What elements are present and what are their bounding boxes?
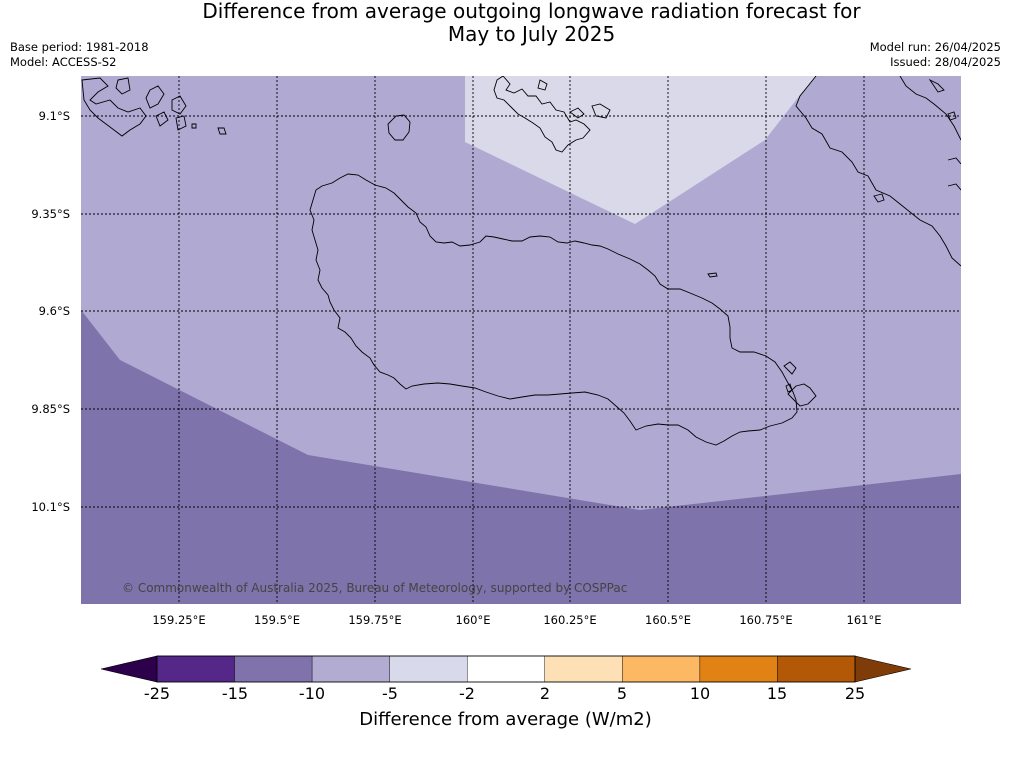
colorbar-over-arrow [854,655,912,683]
malaita-island [795,76,961,267]
colorbar-tick: -10 [298,684,326,703]
colorbar-segment [622,655,701,683]
colorbar-tick: 5 [616,684,628,703]
meta-right: Model run: 26/04/2025 Issued: 28/04/2025 [870,40,1001,69]
lon-label-159-25: 159.25°E [152,613,206,627]
colorbar-segment [777,655,856,683]
chart-title: Difference from average outgoing longwav… [0,0,1011,46]
lon-label-160: 160°E [455,613,491,627]
lon-label-160-75: 160.75°E [739,613,793,627]
lon-label-159-75: 159.75°E [348,613,402,627]
colorbar-segment [467,655,545,683]
model-run: Model run: 26/04/2025 [869,40,1001,54]
colorbar-tick: -15 [221,684,249,703]
region-minus10-to-minus5 [81,76,961,510]
colorbar-tick: 25 [844,684,866,703]
model-name: Model: ACCESS-S2 [10,54,117,69]
colorbar-segment [544,655,623,683]
colorbar-segment [311,655,390,683]
colorbar-under-arrow [100,655,158,683]
colorbar-segment [699,655,778,683]
guadalcanal-island [309,173,798,446]
map-fill [81,76,961,604]
colorbar-tick: -5 [382,684,398,703]
lon-label-159-5: 159.5°E [254,613,300,627]
colorbar-tick: 15 [766,684,788,703]
title-line-1: Difference from average outgoing longwav… [202,0,861,23]
lat-label-9-6: 9.6°S [38,304,70,318]
colorbar-outline [156,655,856,683]
colorbar-segment [389,655,468,683]
colorbar-tick: 2 [539,684,551,703]
coastlines [81,76,961,446]
title-line-2: May to July 2025 [447,22,616,46]
region-minus5-to-minus2 [465,76,816,224]
colorbar-label: Difference from average (W/m2) [359,709,652,730]
colorbar-segment [234,655,313,683]
savo-island [387,114,411,141]
colorbar-segments [156,655,856,683]
graticule [81,76,961,604]
issued-date: Issued: 28/04/2025 [890,54,1001,69]
islet-dot [707,272,718,278]
colorbar [100,655,912,683]
florida-islands [493,76,611,153]
colorbar-tick: 10 [689,684,711,703]
ngella-small-islets [873,111,957,203]
colorbar-tick: -2 [459,684,475,703]
copyright-notice: © Commonwealth of Australia 2025, Bureau… [122,581,628,595]
russell-islands [81,77,227,137]
lon-label-160-25: 160.25°E [543,613,597,627]
lat-label-9-85: 9.85°S [31,402,70,416]
base-period: Base period: 1981-2018 [10,40,149,54]
marau-islets [783,361,817,407]
lat-label-9-35: 9.35°S [31,207,70,221]
lat-label-9-1: 9.1°S [38,109,70,123]
lon-label-161: 161°E [846,613,882,627]
meta-left: Base period: 1981-2018 Model: ACCESS-S2 [10,40,149,69]
lon-label-160-5: 160.5°E [645,613,691,627]
colorbar-tick: -25 [143,684,171,703]
lat-label-10-1: 10.1°S [31,500,70,514]
colorbar-segment [156,655,235,683]
